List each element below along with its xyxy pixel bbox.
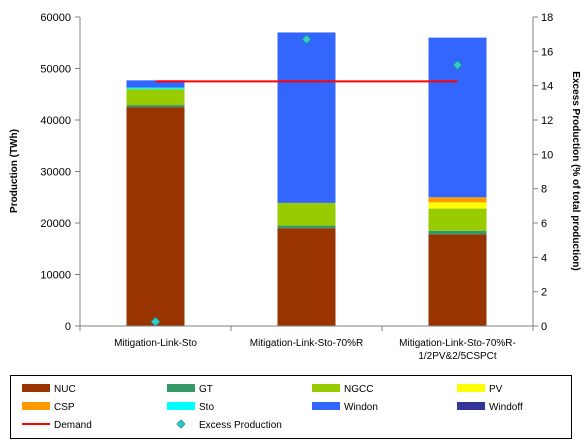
y2-tick-label: 14 bbox=[541, 81, 553, 93]
legend-swatch-gt bbox=[167, 384, 195, 392]
bar-nuc-1 bbox=[126, 107, 185, 326]
legend-label-windoff: Windoff bbox=[489, 402, 523, 413]
plot-area bbox=[126, 32, 487, 327]
excess-production-marker-2 bbox=[301, 34, 312, 45]
x-tick-label: Mitigation-Link-Sto-70%R- bbox=[399, 338, 516, 349]
legend-swatch-pv bbox=[457, 384, 485, 392]
bar-windon-2 bbox=[277, 32, 336, 203]
y2-tick-label: 4 bbox=[541, 252, 547, 264]
legend-swatch-windoff bbox=[457, 402, 485, 410]
bar-nuc-2 bbox=[277, 228, 336, 326]
y-tick-label: 40000 bbox=[40, 115, 71, 127]
y2-tick-label: 16 bbox=[541, 46, 553, 58]
legend-label-demand: Demand bbox=[54, 420, 92, 431]
y2-tick-label: 6 bbox=[541, 218, 547, 230]
y-tick-label: 60000 bbox=[40, 12, 71, 24]
legend-box bbox=[10, 375, 572, 439]
legend-swatch-excess-production bbox=[176, 419, 186, 429]
y-tick-label: 10000 bbox=[40, 270, 71, 282]
y-axis-title: Production (TWh) bbox=[9, 129, 20, 213]
excess-production-marker-3 bbox=[452, 60, 463, 71]
x-tick-label: Mitigation-Link-Sto-70%R bbox=[250, 338, 363, 349]
legend-swatch-windon bbox=[312, 402, 340, 410]
legend-label-csp: CSP bbox=[54, 402, 75, 413]
legend-label-sto: Sto bbox=[199, 402, 214, 413]
legend-swatch-sto bbox=[167, 402, 195, 410]
bar-sto-1 bbox=[126, 87, 185, 90]
bar-ngcc-2 bbox=[277, 202, 336, 226]
legend: NUC GT NGCC PV CSP Sto Windon Windoff Demand Exce… bbox=[10, 375, 572, 439]
bar-windon-1 bbox=[126, 80, 185, 88]
y2-tick-label: 0 bbox=[541, 321, 547, 333]
legend-swatch-csp bbox=[22, 402, 50, 410]
y-tick-label: 0 bbox=[65, 321, 71, 333]
bar-gt-3 bbox=[428, 230, 487, 235]
legend-label-nuc: NUC bbox=[54, 384, 76, 395]
y2-tick-label: 10 bbox=[541, 149, 553, 161]
y-tick-label: 30000 bbox=[40, 167, 71, 179]
bar-pv-3 bbox=[428, 202, 487, 209]
bar-gt-1 bbox=[126, 105, 185, 108]
legend-label-windon: Windon bbox=[344, 402, 378, 413]
legend-swatch-ngcc bbox=[312, 384, 340, 392]
legend-label-ngcc: NGCC bbox=[344, 384, 373, 395]
bar-ngcc-1 bbox=[126, 89, 185, 106]
axes: 0 10000 20000 30000 40000 50000 60000 0 2 4 6 8 10 12… bbox=[40, 12, 553, 362]
bar-nuc-3 bbox=[428, 234, 487, 326]
legend-label-excess-production: Excess Production bbox=[199, 420, 282, 431]
x-tick-label: Mitigation-Link-Sto bbox=[114, 338, 197, 349]
y-tick-label: 20000 bbox=[40, 218, 71, 230]
x-tick-label: 1/2PV&2/5CSPCt bbox=[418, 351, 497, 362]
y2-tick-label: 8 bbox=[541, 184, 547, 196]
legend-label-gt: GT bbox=[199, 384, 213, 395]
y2-tick-label: 18 bbox=[541, 12, 553, 24]
bar-gt-2 bbox=[277, 225, 336, 229]
bar-ngcc-3 bbox=[428, 208, 487, 231]
legend-label-pv: PV bbox=[489, 384, 503, 395]
y-tick-label: 50000 bbox=[40, 64, 71, 76]
bar-csp-3 bbox=[428, 197, 487, 203]
y2-axis-title: Excess Production (% of total production… bbox=[570, 71, 581, 270]
legend-swatch-nuc bbox=[22, 384, 50, 392]
y2-tick-label: 2 bbox=[541, 287, 547, 299]
y2-tick-label: 12 bbox=[541, 115, 553, 127]
